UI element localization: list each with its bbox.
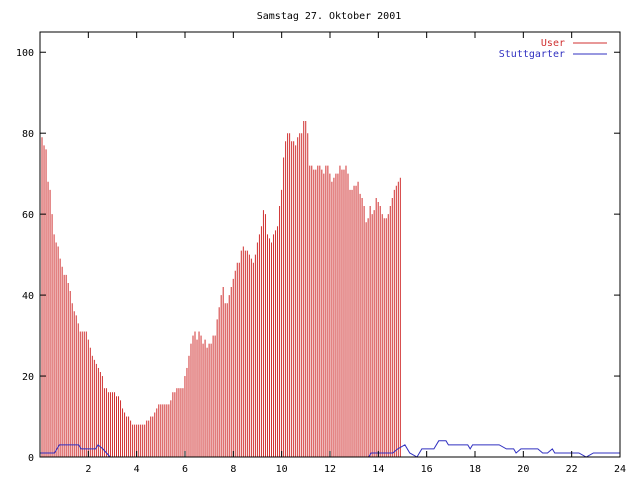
x-tick-label: 20: [517, 464, 529, 475]
x-tick-label: 8: [230, 464, 236, 475]
legend-label-stuttgarter: Stuttgarter: [499, 49, 565, 60]
y-tick-label: 0: [28, 453, 34, 464]
legend-label-user: User: [541, 38, 565, 49]
x-tick-label: 16: [421, 464, 433, 475]
x-tick-label: 2: [85, 464, 91, 475]
user-series-bars: [39, 121, 401, 457]
y-tick-label: 60: [22, 210, 34, 221]
x-tick-label: 14: [372, 464, 384, 475]
legend: User Stuttgarter: [499, 38, 607, 60]
y-tick-label: 40: [22, 291, 34, 302]
x-tick-label: 4: [134, 464, 140, 475]
x-tick-label: 12: [324, 464, 336, 475]
x-tick-label: 6: [182, 464, 188, 475]
y-tick-label: 100: [16, 48, 34, 59]
stuttgarter-series-line: [40, 440, 620, 458]
chart-title: Samstag 27. Oktober 2001: [257, 11, 402, 22]
x-tick-label: 18: [469, 464, 481, 475]
x-tick-label: 10: [276, 464, 288, 475]
x-tick-label: 22: [566, 464, 578, 475]
x-tick-label: 24: [614, 464, 626, 475]
y-tick-label: 20: [22, 372, 34, 383]
y-tick-label: 80: [22, 129, 34, 140]
